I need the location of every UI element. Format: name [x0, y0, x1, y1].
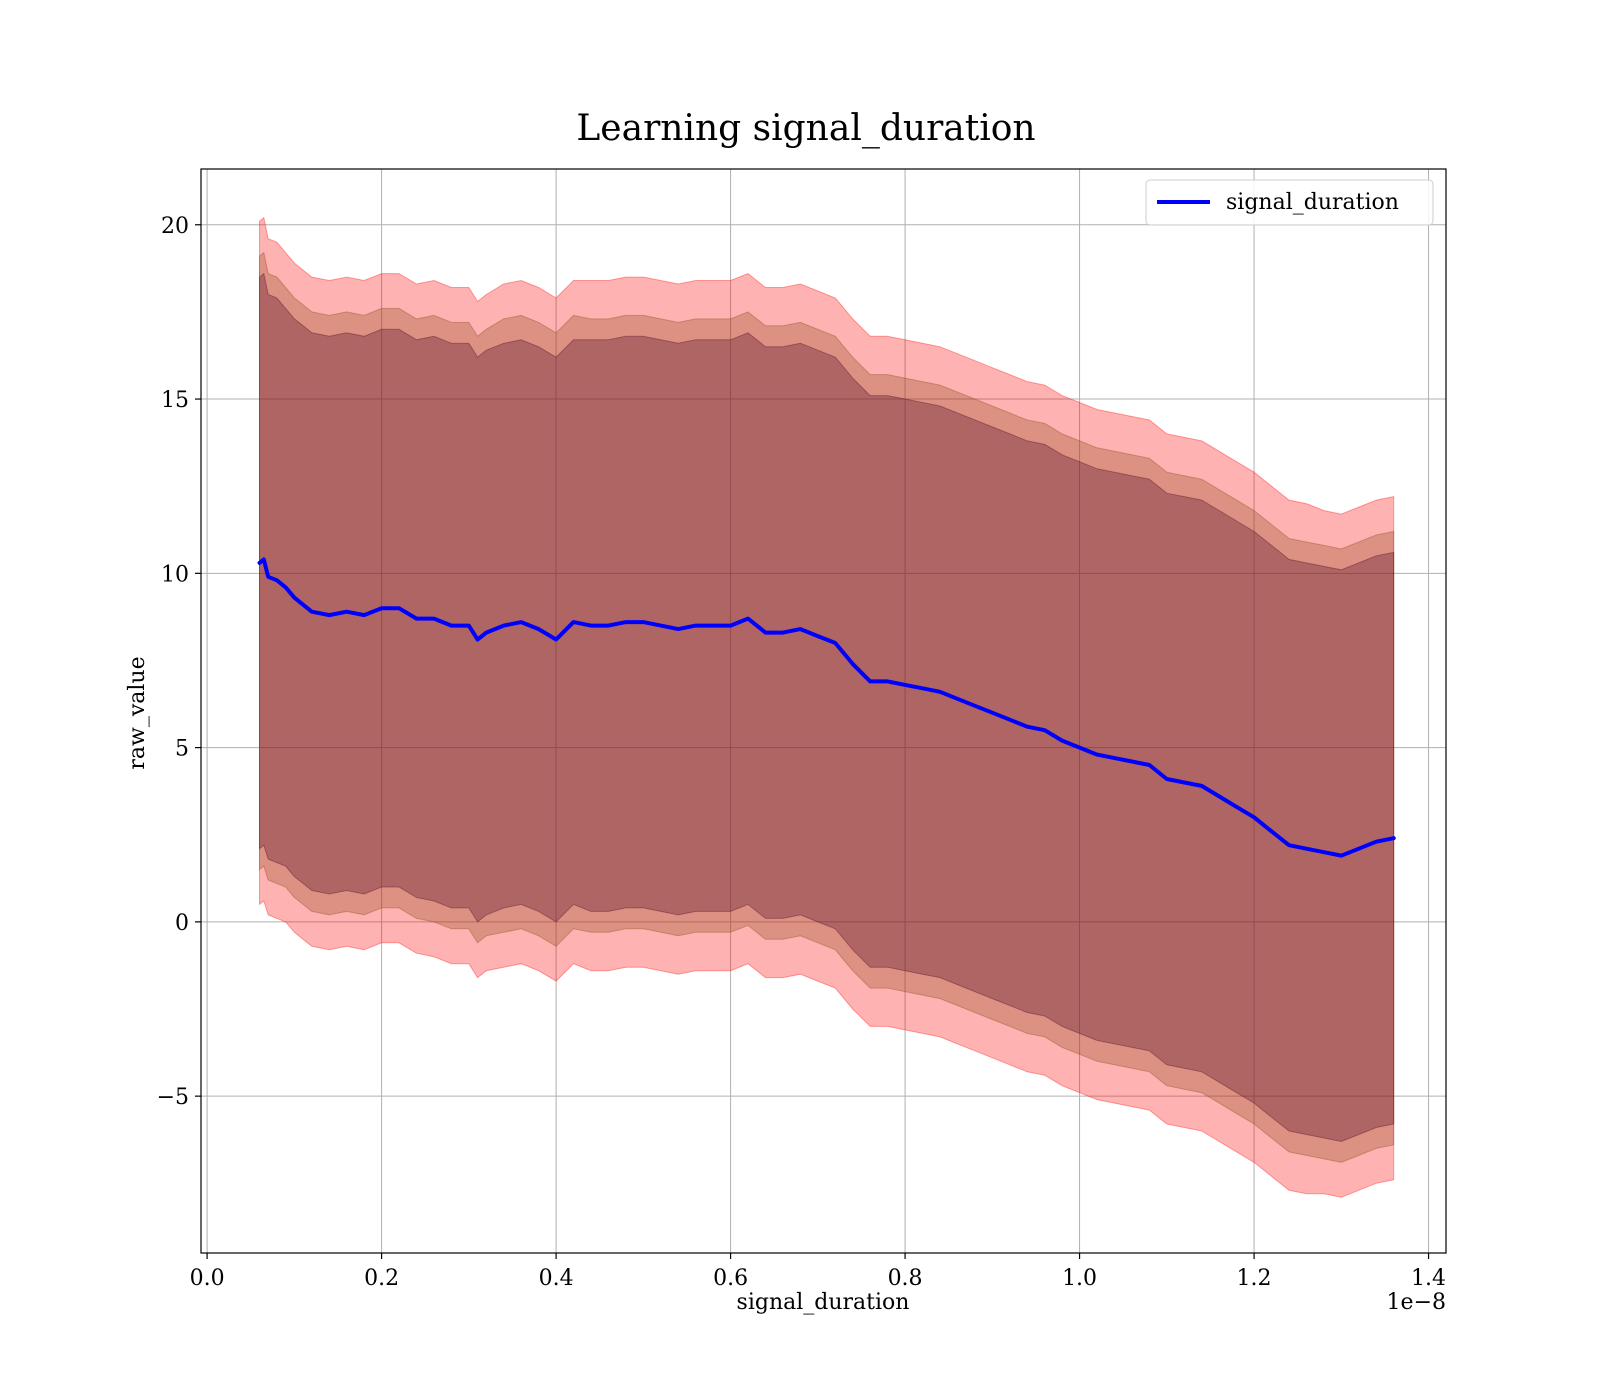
x-tick-label: 0.4: [539, 1266, 574, 1291]
x-tick-label: 1.0: [1062, 1266, 1097, 1291]
grid: [201, 169, 1446, 1253]
y-tick-label: 5: [175, 737, 189, 762]
y-tick-label: 10: [161, 562, 189, 587]
legend-label-signal-duration: signal_duration: [1226, 190, 1399, 215]
confidence-bands: [259, 216, 1395, 1198]
x-tick-label: 1.2: [1237, 1266, 1272, 1291]
band-inner: [259, 272, 1395, 1143]
y-axis-label: raw_value: [125, 656, 150, 769]
series-line-signal-duration: [257, 557, 1396, 858]
plot-frame: [200, 168, 1447, 1254]
x-tick-label: 0.2: [364, 1266, 399, 1291]
y-axis-ticks: −5 0 5 10 15 20: [157, 214, 201, 1110]
x-tick-label: 0.6: [713, 1266, 748, 1291]
legend[interactable]: signal_duration: [1145, 179, 1434, 226]
chart-title: Learning signal_duration: [576, 108, 1035, 149]
legend-box: [1145, 179, 1434, 226]
x-axis-offset-text: 1e−8: [1387, 1290, 1446, 1315]
y-tick-label: −5: [157, 1085, 189, 1110]
x-tick-label: 0.0: [190, 1266, 225, 1291]
x-tick-label: 1.4: [1411, 1266, 1446, 1291]
y-tick-label: 20: [161, 214, 189, 239]
y-tick-label: 15: [161, 388, 189, 413]
series-group: [257, 557, 1396, 858]
band-mid: [259, 251, 1395, 1163]
band-outer: [259, 216, 1395, 1198]
x-axis-label: signal_duration: [737, 1290, 910, 1315]
x-axis-ticks: 0.0 0.2 0.4 0.6 0.8 1.0 1.2 1.4: [190, 1253, 1446, 1291]
x-tick-label: 0.8: [888, 1266, 923, 1291]
y-tick-label: 0: [175, 911, 189, 936]
